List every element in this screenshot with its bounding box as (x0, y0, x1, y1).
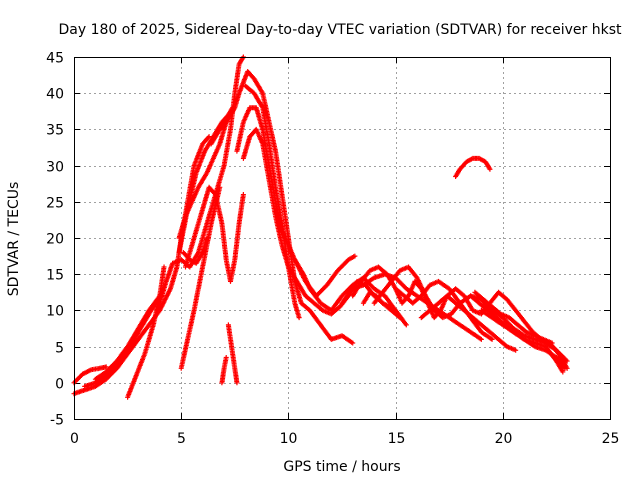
y-tick-label: 35 (46, 123, 64, 139)
data-point (223, 354, 229, 360)
data-point (234, 380, 240, 386)
data-point (403, 322, 409, 328)
data-point (206, 134, 212, 140)
data-point (487, 166, 493, 172)
data-point (393, 307, 399, 313)
series-s24 (472, 289, 555, 346)
data-point (205, 135, 211, 141)
x-axis: 0 5 10 15 20 25 (70, 57, 619, 447)
data-point (397, 315, 403, 321)
data-point (204, 235, 210, 241)
data-point (296, 315, 302, 321)
x-tick-label: 5 (177, 431, 186, 447)
series-s20 (360, 289, 399, 313)
x-tick-label: 10 (280, 431, 298, 447)
series-s23 (478, 307, 568, 371)
x-tick-label: 25 (602, 431, 620, 447)
series-s25 (453, 155, 493, 179)
series-s5 (92, 293, 163, 382)
x-tick-label: 0 (70, 431, 79, 447)
plot-frame (74, 57, 611, 420)
series-s28 (180, 235, 210, 266)
series-s11 (208, 69, 356, 346)
data-point (549, 340, 555, 346)
x-tick-label: 15 (388, 431, 406, 447)
data-point (103, 364, 109, 370)
series-s13 (243, 83, 302, 321)
y-tick-label: 0 (55, 377, 64, 393)
data-point (562, 365, 568, 371)
data-point (240, 192, 246, 198)
grid-lines (74, 57, 610, 419)
data-point (350, 340, 356, 346)
y-axis: -5 0 5 10 15 20 25 30 35 40 45 (46, 51, 610, 429)
series-s10 (176, 119, 229, 241)
y-axis-label: SDTVAR / TECUs (6, 182, 22, 297)
y-tick-label: 15 (46, 268, 64, 284)
data-point (489, 336, 495, 342)
y-tick-label: 45 (46, 51, 64, 67)
data-marks (71, 54, 570, 400)
series-s26 (225, 322, 240, 386)
data-point (564, 358, 570, 364)
data-point (513, 347, 519, 353)
data-point (161, 264, 167, 270)
series-s15 (292, 253, 358, 299)
y-tick-label: -5 (50, 413, 64, 429)
x-tick-label: 20 (495, 431, 513, 447)
x-axis-label: GPS time / hours (283, 459, 400, 475)
y-tick-label: 30 (46, 160, 64, 176)
y-tick-label: 5 (55, 341, 64, 357)
series-s2 (71, 364, 109, 386)
data-point (560, 369, 566, 375)
data-point (478, 336, 484, 342)
series-s21 (418, 293, 519, 353)
data-point (352, 253, 358, 259)
series-s27 (219, 354, 229, 386)
y-tick-label: 20 (46, 232, 64, 248)
y-tick-label: 10 (46, 304, 64, 320)
chart-title: Day 180 of 2025, Sidereal Day-to-day VTE… (59, 22, 622, 38)
y-tick-label: 40 (46, 87, 64, 103)
data-point (217, 184, 223, 190)
series-s9 (183, 184, 246, 284)
y-tick-label: 25 (46, 196, 64, 212)
